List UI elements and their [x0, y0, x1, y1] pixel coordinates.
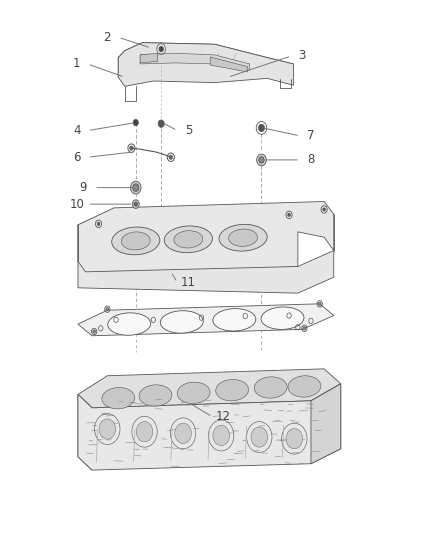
Ellipse shape — [121, 232, 150, 250]
Text: 3: 3 — [299, 50, 306, 62]
Ellipse shape — [136, 422, 153, 442]
Text: 9: 9 — [79, 181, 87, 194]
Circle shape — [133, 184, 139, 191]
Polygon shape — [78, 203, 334, 239]
Circle shape — [258, 124, 265, 132]
Polygon shape — [311, 384, 341, 464]
Polygon shape — [78, 201, 334, 272]
Ellipse shape — [261, 307, 304, 329]
Circle shape — [97, 222, 100, 225]
Ellipse shape — [174, 231, 203, 248]
Ellipse shape — [164, 226, 212, 253]
Circle shape — [159, 46, 163, 52]
Ellipse shape — [286, 429, 303, 449]
Ellipse shape — [139, 385, 172, 406]
Circle shape — [106, 308, 109, 311]
Polygon shape — [140, 53, 250, 69]
Circle shape — [133, 119, 138, 126]
Ellipse shape — [288, 376, 321, 397]
Ellipse shape — [251, 427, 268, 447]
Ellipse shape — [177, 382, 210, 403]
Ellipse shape — [99, 419, 116, 439]
Ellipse shape — [254, 377, 287, 398]
Polygon shape — [78, 251, 334, 293]
Ellipse shape — [108, 313, 151, 335]
Text: 7: 7 — [307, 130, 315, 142]
Text: 12: 12 — [216, 410, 231, 423]
Polygon shape — [140, 53, 158, 63]
Polygon shape — [125, 43, 293, 74]
Polygon shape — [118, 51, 125, 77]
Circle shape — [131, 181, 141, 194]
Circle shape — [257, 154, 266, 166]
Circle shape — [318, 302, 321, 305]
Circle shape — [288, 213, 290, 216]
Text: 6: 6 — [73, 151, 81, 164]
Circle shape — [303, 327, 306, 330]
Text: 1: 1 — [73, 58, 81, 70]
Text: 4: 4 — [73, 124, 81, 137]
Text: 10: 10 — [69, 198, 84, 211]
Ellipse shape — [219, 224, 267, 251]
Polygon shape — [78, 369, 341, 408]
Circle shape — [132, 200, 139, 208]
Polygon shape — [78, 394, 92, 470]
Ellipse shape — [213, 309, 256, 331]
Text: 2: 2 — [103, 31, 111, 44]
Polygon shape — [78, 384, 341, 470]
Polygon shape — [78, 225, 85, 272]
Circle shape — [158, 120, 164, 127]
Text: 8: 8 — [307, 154, 314, 166]
Polygon shape — [118, 43, 293, 86]
Polygon shape — [78, 304, 334, 336]
Circle shape — [134, 202, 138, 206]
Circle shape — [130, 146, 133, 150]
Circle shape — [323, 208, 325, 211]
Ellipse shape — [175, 423, 191, 443]
Ellipse shape — [160, 311, 203, 333]
Circle shape — [169, 155, 173, 159]
Text: 11: 11 — [181, 276, 196, 289]
Circle shape — [259, 157, 264, 163]
Ellipse shape — [229, 229, 258, 246]
Ellipse shape — [216, 379, 248, 401]
Ellipse shape — [112, 227, 160, 255]
Text: 5: 5 — [185, 124, 192, 137]
Ellipse shape — [102, 387, 134, 409]
Polygon shape — [210, 57, 247, 72]
Ellipse shape — [213, 425, 230, 446]
Circle shape — [93, 330, 95, 333]
